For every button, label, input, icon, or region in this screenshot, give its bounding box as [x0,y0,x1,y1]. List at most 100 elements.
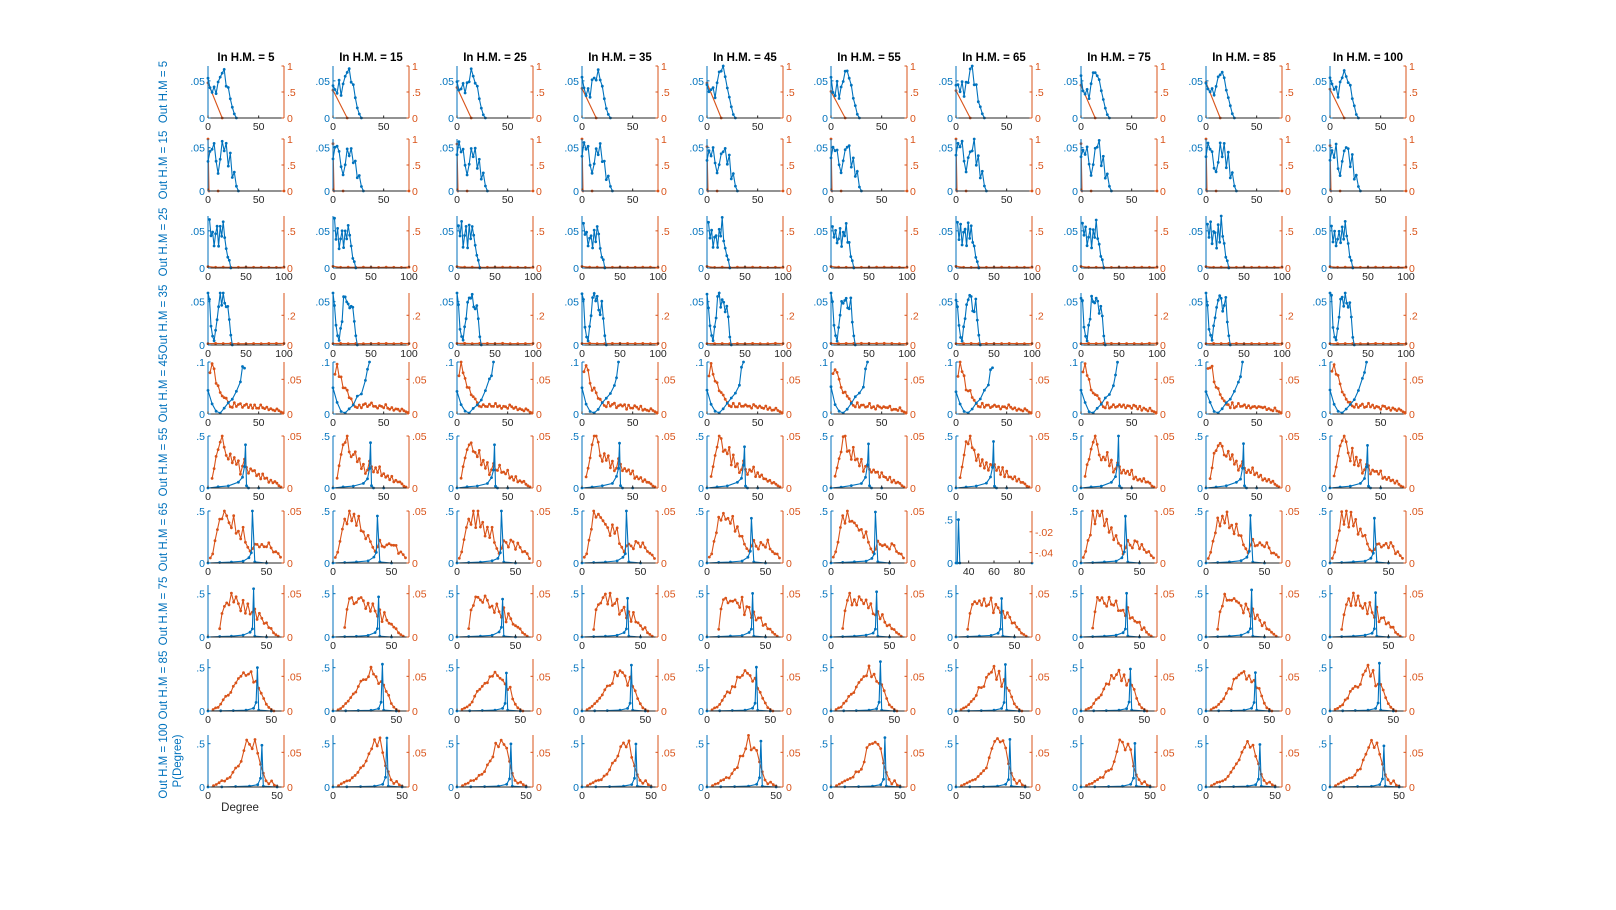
left-series-point [1332,402,1336,406]
left-y-tick-label: 0 [947,409,953,421]
subplot: 0 500.50.05 [819,431,925,503]
left-y-tick-label: 0 [324,782,330,794]
right-y-tick-label: 1 [536,134,542,146]
right-y-tick-label: 0 [786,113,792,125]
right-series-point [1377,542,1381,546]
left-y-tick-label: .5 [445,431,454,443]
right-series-point [958,360,962,364]
right-series-point [480,684,484,688]
left-series-point [1114,559,1118,563]
right-series-point [991,405,994,408]
right-series-point [339,453,343,456]
right-series-point [345,522,349,526]
right-series-point [744,403,747,407]
right-series-point [756,471,760,475]
right-series-point [978,464,982,468]
right-series-point [1219,700,1223,703]
x-tick-label: 100 [400,271,418,283]
right-series-point [1260,543,1264,547]
right-series-point [397,783,401,787]
right-series-point [1209,550,1213,554]
left-series-point [372,555,376,559]
right-series-point [622,741,625,745]
right-series-point [1085,374,1089,377]
left-series-point [475,403,479,407]
left-series-point [227,318,231,321]
right-series-point [255,474,258,478]
left-series-point [463,325,466,329]
left-series-line [1329,68,1359,119]
right-series-point [1397,482,1401,486]
left-series-point [1008,738,1012,741]
left-series-point [750,627,753,631]
right-series-point [845,394,849,398]
right-y-tick-label: 0 [910,186,916,198]
left-series-point [377,707,380,710]
right-series-point [228,452,232,456]
right-series-point [272,783,276,787]
right-series-point [778,556,781,560]
right-series-point [613,532,617,535]
left-series-point [974,83,978,86]
left-y-tick-label: .05 [1312,76,1327,88]
x-tick-label: 0 [1078,566,1084,578]
subplot: 0 500.50.05 [445,585,551,652]
left-series-point [481,113,485,117]
right-series-point [501,341,504,345]
left-series-line [456,141,488,192]
left-series-point [1224,88,1228,92]
right-series-point [1363,468,1366,472]
right-series-point [766,706,770,709]
right-series-point [237,602,240,605]
right-series-point [1218,524,1222,528]
left-series-point [345,71,349,74]
left-series-point [1124,627,1127,631]
right-series-point [597,603,600,606]
right-y-tick-label: .2 [412,310,421,322]
right-series-point [619,745,623,748]
right-series-point [1117,609,1120,612]
left-series-point [592,292,596,295]
left-series-point [212,244,216,248]
left-series-point [1350,153,1354,156]
left-series-point [582,141,586,144]
left-series-point [586,144,590,148]
right-y-tick-label: 1 [1035,61,1041,73]
right-series-point [521,783,525,787]
left-series-point [1082,233,1086,237]
left-series-point [476,258,480,262]
left-series-point [475,253,479,257]
left-series-point [971,241,975,244]
left-y-tick-label: .05 [689,226,704,238]
right-series-point [1022,633,1026,636]
right-series-point [216,528,219,531]
left-series-point [1331,326,1335,329]
right-series-point [1216,387,1220,390]
right-series-point [1098,514,1102,518]
right-series-point [892,628,896,631]
right-series-point [1108,464,1111,468]
left-series-line [830,511,890,564]
x-tick-label: 50 [876,491,888,503]
x-tick-label: 100 [898,348,916,360]
subplot: 0 500.10.05 [196,357,302,429]
left-series-point [713,409,717,413]
right-series-point [350,596,354,599]
right-y-tick-label: 0 [1035,340,1041,352]
right-series-point [237,764,240,768]
right-series-point [896,409,900,412]
right-series-point [588,782,592,786]
right-series-point [1385,478,1389,481]
right-series-point [223,509,226,513]
right-series-point [766,782,770,786]
left-series-point [1227,334,1231,338]
left-series-point [345,237,349,241]
right-y-tick-label: .05 [786,671,801,683]
subplot: 0 500.10.05 [445,357,551,429]
left-series-point [1088,317,1092,321]
left-series-point [708,324,712,328]
right-y-tick-label: .05 [536,431,551,443]
left-y-tick-label: 0 [698,113,704,125]
left-series-line [207,365,245,414]
